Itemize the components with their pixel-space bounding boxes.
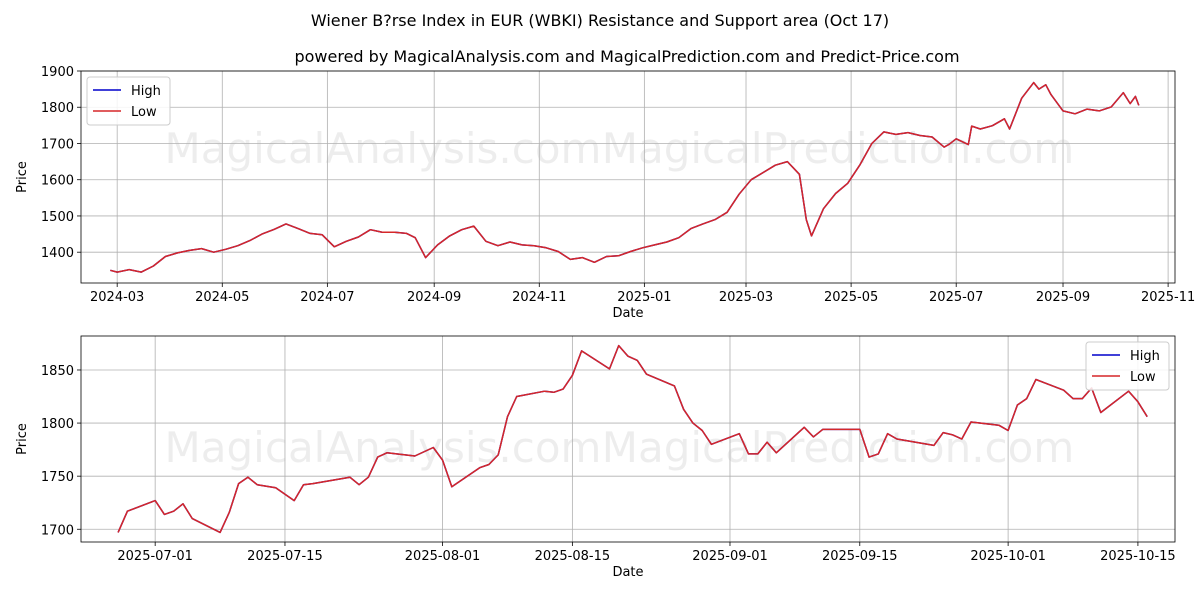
x-tick-label: 2025-07-01 (117, 549, 193, 564)
x-tick-label: 2024-09 (407, 290, 461, 305)
y-tick-label: 1850 (41, 364, 74, 379)
x-tick-label: 2025-09 (1036, 290, 1090, 305)
x-tick-label: 2025-08-15 (535, 549, 611, 564)
x-tick-label: 2025-01 (617, 290, 671, 305)
y-tick-label: 1700 (41, 523, 74, 538)
watermark-text: MagicalPrediction.com (602, 124, 1075, 173)
y-tick-label: 1700 (41, 137, 74, 152)
chart-title: Wiener B?rse Index in EUR (WBKI) Resista… (311, 11, 889, 30)
series-line-low (117, 344, 1148, 534)
x-axis-label: Date (612, 565, 643, 580)
y-tick-label: 1900 (41, 65, 74, 80)
legend-label-high: High (131, 84, 161, 99)
x-tick-label: 2024-03 (90, 290, 144, 305)
series-line-low (110, 81, 1140, 273)
y-tick-label: 1500 (41, 210, 74, 225)
x-tick-label: 2025-11 (1141, 290, 1195, 305)
legend-label-low: Low (1130, 370, 1156, 385)
y-axis-label: Price (15, 161, 30, 193)
legend-label-high: High (1130, 349, 1160, 364)
x-tick-label: 2025-09-01 (692, 549, 768, 564)
x-tick-label: 2024-11 (512, 290, 566, 305)
y-tick-label: 1800 (41, 417, 74, 432)
bottom-panel: MagicalAnalysis.com MagicalPrediction.com… (15, 335, 1176, 580)
x-tick-label: 2025-08-01 (405, 549, 481, 564)
x-tick-label: 2025-03 (719, 290, 773, 305)
x-tick-label: 2025-07-15 (247, 549, 323, 564)
y-tick-label: 1600 (41, 174, 74, 189)
x-tick-label: 2025-10-01 (970, 549, 1046, 564)
legend-box (86, 76, 171, 126)
y-tick-label: 1800 (41, 101, 74, 116)
y-tick-label: 1750 (41, 470, 74, 485)
watermark-text: MagicalPrediction.com (602, 423, 1075, 472)
watermark-text: MagicalAnalysis.com (165, 423, 602, 472)
x-tick-label: 2025-07 (929, 290, 983, 305)
x-tick-label: 2025-10-15 (1100, 549, 1176, 564)
x-tick-label: 2025-09-15 (822, 549, 898, 564)
plot-frame (80, 335, 1176, 543)
chart-subtitle: powered by MagicalAnalysis.com and Magic… (294, 47, 959, 66)
legend-label-low: Low (131, 105, 157, 120)
top-panel: MagicalAnalysis.com MagicalPrediction.com… (15, 65, 1195, 321)
watermark-text: MagicalAnalysis.com (165, 124, 602, 173)
plot-area (81, 71, 1175, 283)
legend-box (1085, 341, 1170, 391)
x-axis-label: Date (612, 306, 643, 321)
plot-frame (80, 70, 1176, 284)
y-tick-label: 1400 (41, 246, 74, 261)
x-tick-label: 2024-07 (300, 290, 354, 305)
x-tick-label: 2025-05 (824, 290, 878, 305)
y-axis-label: Price (15, 423, 30, 455)
x-tick-label: 2024-05 (195, 290, 249, 305)
